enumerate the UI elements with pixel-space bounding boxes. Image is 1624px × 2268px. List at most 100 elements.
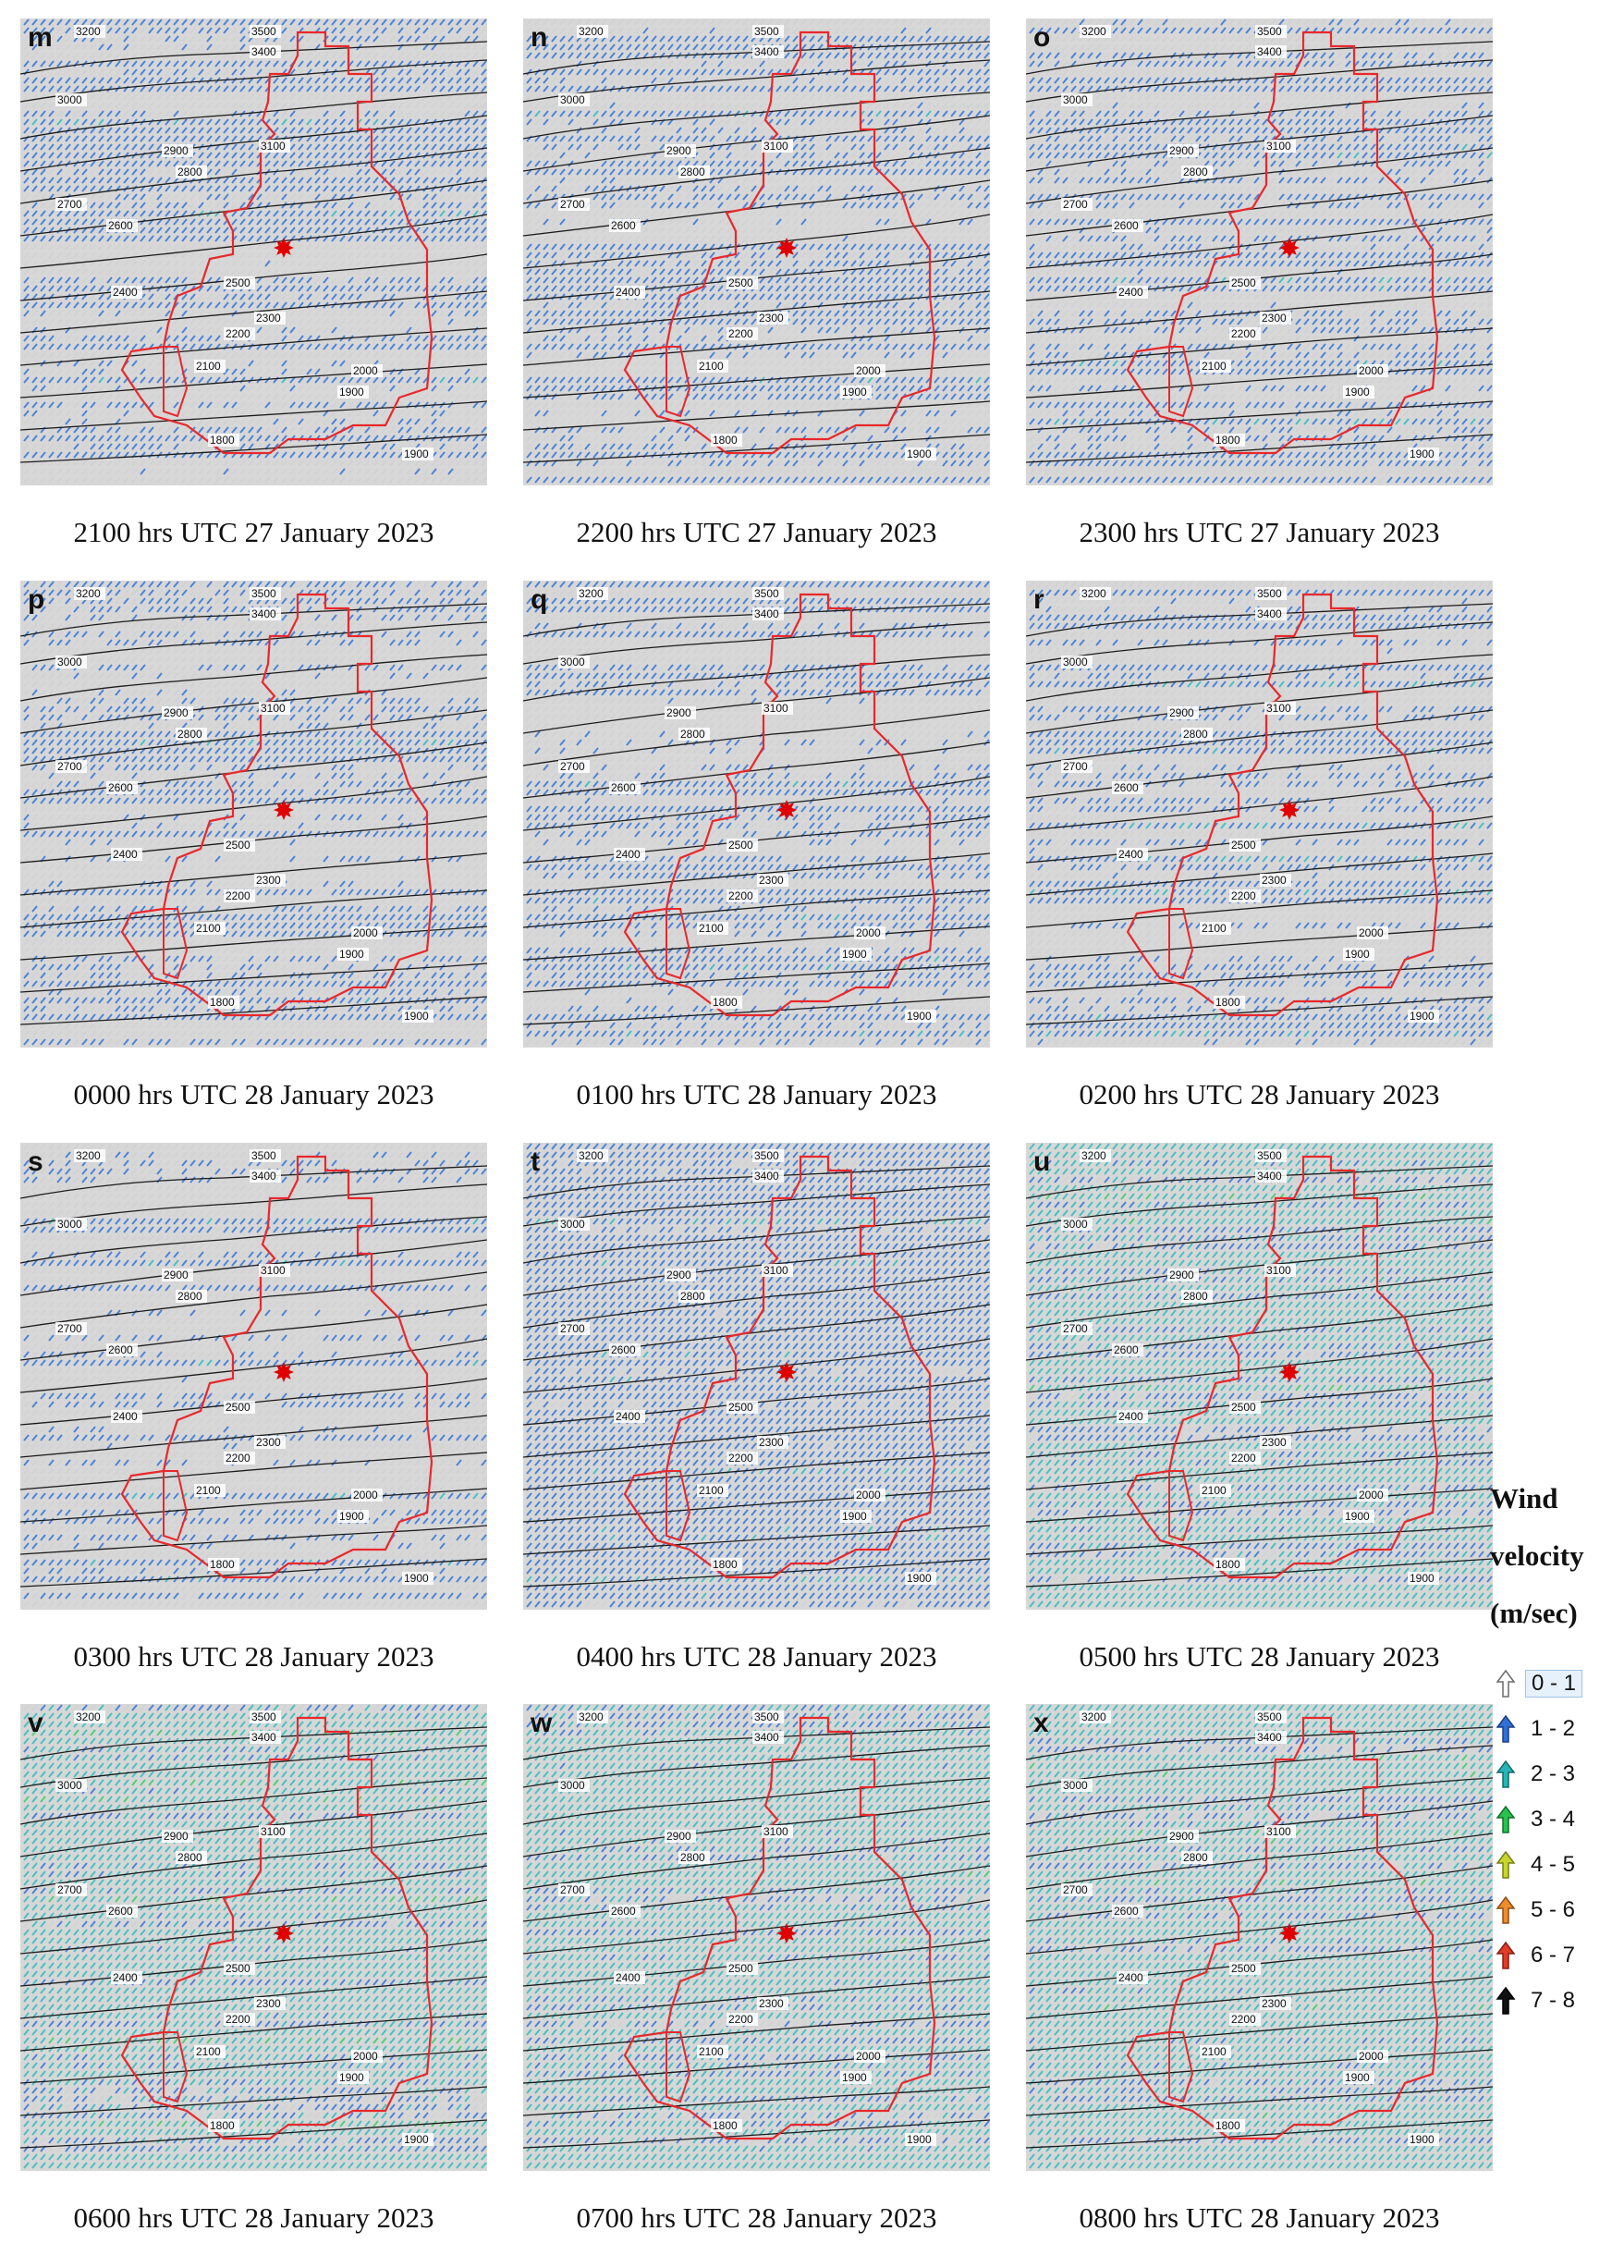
contour-line xyxy=(1026,147,1493,204)
contour-line xyxy=(1026,1271,1493,1329)
contour-label: 2400 xyxy=(111,1971,142,1984)
wind-field-svg: 3200 3500 3400 3000 2900 3100 2800 2700 2600 2500… xyxy=(523,1704,990,2169)
contour-line xyxy=(1026,92,1493,140)
svg-text:3400: 3400 xyxy=(251,45,276,58)
contour-line xyxy=(20,1865,487,1922)
contour-line xyxy=(20,1726,487,1760)
panel-letter: w xyxy=(531,1708,552,1739)
contour-line xyxy=(523,1777,990,1825)
legend-item: 3 - 4 xyxy=(1490,1796,1619,1842)
contour-label: 3500 xyxy=(752,1149,784,1162)
legend-label: 6 - 7 xyxy=(1531,1943,1575,1968)
contour-label: 3400 xyxy=(1255,45,1287,58)
legend-label: 5 - 6 xyxy=(1531,1897,1575,1923)
contour-label: 2100 xyxy=(697,922,728,935)
contour-label: 1900 xyxy=(337,2071,369,2084)
wind-field-svg: 3200 3500 3400 3000 2900 3100 2800 2700 2600 2500… xyxy=(20,1143,487,1608)
contour-label: 2900 xyxy=(162,706,193,719)
legend-label: 7 - 8 xyxy=(1531,1988,1575,2014)
contour-line xyxy=(1026,2086,1493,2116)
legend-item: 0 - 1 xyxy=(1490,1661,1619,1706)
contour-label: 1800 xyxy=(1214,434,1245,447)
svg-text:2200: 2200 xyxy=(226,327,250,340)
wind-arrow-field xyxy=(23,1143,487,1608)
contour-line xyxy=(20,1976,487,2019)
contour-line xyxy=(1026,2119,1493,2149)
contour-line xyxy=(523,1865,990,1922)
contour-line xyxy=(523,41,990,75)
contour-label: 3100 xyxy=(1264,1264,1296,1277)
contour-line xyxy=(523,889,990,928)
wind-arrow-icon xyxy=(1496,1895,1516,1924)
contour-line xyxy=(523,147,990,204)
map-panel-u: u 3200 3500 3400 3000 2900 3100 2800 2700 2600 250… xyxy=(1026,1143,1493,1673)
contour-label: 2100 xyxy=(194,2045,226,2058)
contour-line xyxy=(523,1452,990,1490)
contour-label: 2900 xyxy=(665,1269,696,1281)
contour-label: 2700 xyxy=(55,1322,87,1335)
contour-label: 2700 xyxy=(1061,1322,1093,1335)
contour-line xyxy=(20,1525,487,1555)
contour-label: 3000 xyxy=(1061,93,1093,106)
wind-map: x 3200 3500 3400 3000 2900 3100 2800 2700 2600 250… xyxy=(1026,1704,1493,2171)
svg-text:2000: 2000 xyxy=(353,364,378,377)
contour-label: 1900 xyxy=(1408,2133,1439,2146)
panel-letter: o xyxy=(1033,22,1050,54)
contour-label: 2100 xyxy=(1200,922,1231,935)
contour-label: 2700 xyxy=(1061,1883,1093,1896)
contour-label: 2600 xyxy=(609,1343,641,1356)
contour-line xyxy=(1026,889,1493,928)
contour-line xyxy=(1026,214,1493,269)
contour-line xyxy=(20,996,487,1025)
wind-field-svg: 3200 3500 3400 3000 2900 3100 2800 2700 2600 2500… xyxy=(523,18,990,484)
legend-title-line3: (m/sec) xyxy=(1490,1585,1619,1642)
contour-line xyxy=(1026,621,1493,665)
contour-label: 3400 xyxy=(1255,607,1287,620)
contour-line xyxy=(20,1338,487,1393)
contour-label: 2100 xyxy=(697,1484,728,1497)
panel-caption: 2200 hrs UTC 27 January 2023 xyxy=(523,516,990,549)
contour-label: 2100 xyxy=(1200,360,1231,373)
contour-label: 3500 xyxy=(250,1710,281,1723)
contour-label: 2000 xyxy=(1357,926,1388,939)
contour-line xyxy=(1026,1378,1493,1426)
contour-label: 2900 xyxy=(665,144,696,157)
wind-velocity-legend: Wind velocity (m/sec) 0 - 1 1 - 2 2 - 3 3 -… xyxy=(1490,1470,1619,2023)
contour-label: 2900 xyxy=(665,706,696,719)
contour-label: 3200 xyxy=(1080,587,1111,600)
region-boundary-inner xyxy=(665,1470,691,1542)
wind-map: r 3200 3500 3400 3000 2900 3100 2800 2700 2600 250… xyxy=(1026,581,1493,1048)
panel-letter: r xyxy=(1033,584,1044,616)
contour-line xyxy=(1026,1415,1493,1458)
wind-arrow-field xyxy=(1029,18,1493,484)
panel-letter: u xyxy=(1033,1146,1050,1178)
contour-label: 1900 xyxy=(840,1510,872,1523)
contour-label: 2300 xyxy=(1260,874,1291,887)
contour-label: 2500 xyxy=(1229,839,1261,852)
region-boundary-inner xyxy=(163,908,189,980)
contour-label: 2600 xyxy=(609,1905,641,1918)
contour-line xyxy=(523,2013,990,2052)
contour-label: 2200 xyxy=(224,889,255,902)
location-marker-icon xyxy=(274,800,294,820)
contour-label: 2200 xyxy=(727,1452,758,1465)
contour-label: 2400 xyxy=(1117,1971,1148,1984)
contour-label: 2300 xyxy=(1260,1436,1291,1449)
contour-lines xyxy=(1026,41,1493,463)
contour-label: 2200 xyxy=(727,2013,758,2026)
contour-line xyxy=(523,59,990,103)
contour-line xyxy=(1026,1304,1493,1361)
contour-label: 2500 xyxy=(727,276,758,289)
contour-label: 2200 xyxy=(1229,2013,1261,2026)
contour-label: 3000 xyxy=(558,1779,590,1792)
contour-label: 2900 xyxy=(162,1269,193,1281)
contour-label: 1800 xyxy=(1214,2119,1245,2132)
contour-lines xyxy=(1026,1165,1493,1588)
map-panel-r: r 3200 3500 3400 3000 2900 3100 2800 2700 2600 250… xyxy=(1026,581,1493,1110)
contour-line xyxy=(523,1415,990,1458)
panel-caption: 0000 hrs UTC 28 January 2023 xyxy=(20,1078,487,1111)
contour-label: 2200 xyxy=(224,1452,255,1465)
contour-line xyxy=(523,621,990,665)
contour-label: 2000 xyxy=(1357,1489,1388,1502)
wind-field-svg: 3200 3500 3400 3000 2900 3100 2800 2700 2600 2500… xyxy=(20,581,487,1046)
